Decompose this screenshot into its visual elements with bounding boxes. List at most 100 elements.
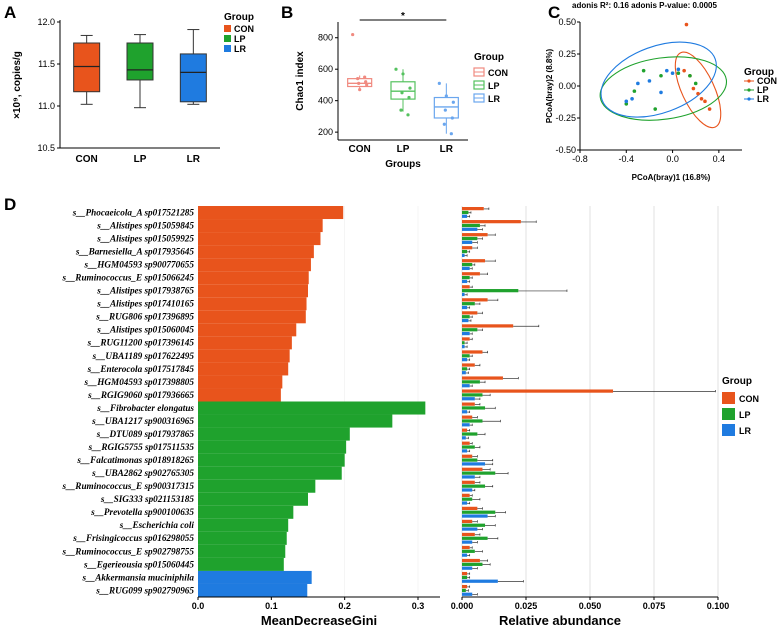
abundance-bar-lp <box>462 523 486 527</box>
point-lr <box>624 99 629 104</box>
legend-label: LP <box>739 410 751 420</box>
data-point <box>363 75 367 79</box>
y-axis-label: ×10⁹, copies/g <box>12 51 23 119</box>
species-label: s__Alistipes sp015059925 <box>96 233 194 243</box>
species-label: s__RUG806 sp017396895 <box>95 312 194 322</box>
species-label: s__Alistipes sp015059845 <box>96 220 194 230</box>
data-point <box>407 95 411 100</box>
abundance-bar-lp <box>462 549 475 553</box>
box-lr <box>433 96 459 119</box>
abundance-bar-lr <box>462 227 478 231</box>
abundance-bar-con <box>462 545 470 550</box>
abundance-bar-con <box>462 337 470 341</box>
legend-label: LR <box>234 44 246 54</box>
legend-dot-con <box>747 79 751 83</box>
abundance-bar-lp <box>462 262 473 267</box>
gini-bar <box>198 466 342 480</box>
abundance-bar-con <box>462 233 488 237</box>
gini-bar <box>198 323 297 337</box>
x-tick-label: -0.8 <box>572 154 588 164</box>
data-point <box>364 80 368 84</box>
y-axis-label: Chao1 index <box>295 51 306 111</box>
abundance-bar-lr <box>462 592 473 596</box>
gini-bar <box>198 505 294 519</box>
box-lp <box>126 42 154 81</box>
gini-bar <box>198 583 308 597</box>
x-tick-label: 0.0 <box>192 601 205 611</box>
abundance-bar-lp <box>462 236 478 241</box>
species-label: s__RUG099 sp902790965 <box>95 585 194 595</box>
abundance-bar-lr <box>462 501 468 505</box>
species-label: s__SIG333 sp021153185 <box>100 494 195 504</box>
legend-label: CON <box>234 24 254 34</box>
abundance-bar-lr <box>462 214 468 218</box>
panel-letter-d: D <box>4 195 16 214</box>
abundance-bar-lr <box>462 345 465 349</box>
abundance-bar-con <box>462 571 468 576</box>
abundance-bar-lp <box>462 575 468 579</box>
abundance-bar-lp <box>462 432 478 436</box>
y-axis-label: PCoA(bray)2 (8.8%) <box>545 49 554 124</box>
legend-swatch-lr <box>722 424 735 436</box>
abundance-bar-lr <box>462 527 478 531</box>
y-tick-label: 0.50 <box>558 17 576 27</box>
data-point <box>358 88 362 92</box>
legend-title: Group <box>474 52 504 63</box>
abundance-bar-con <box>462 389 614 393</box>
box-con <box>73 42 101 93</box>
y-tick-label: 0.25 <box>558 49 576 59</box>
abundance-bar-con <box>462 259 486 263</box>
gini-bar <box>198 531 287 545</box>
point-lr <box>647 79 652 83</box>
gini-bar <box>198 375 283 389</box>
abundance-bar-con <box>462 350 483 354</box>
species-label: s__Fibrobacter elongatus <box>96 403 194 413</box>
species-label: s__Prevotella sp900100635 <box>90 507 194 517</box>
legend-swatch-con <box>224 25 231 32</box>
abundance-bar-lp <box>462 536 488 540</box>
gini-bar <box>198 271 309 285</box>
y-tick-label: 600 <box>318 64 333 74</box>
data-point <box>400 91 404 95</box>
gini-bar <box>198 362 289 376</box>
species-label: s__HGM04593 sp900770655 <box>84 260 195 270</box>
box-lp <box>390 81 416 100</box>
abundance-bar-lr <box>462 540 473 544</box>
x-tick-label: LP <box>397 144 410 155</box>
data-point <box>449 132 453 136</box>
abundance-bar-lp <box>462 393 483 397</box>
abundance-bar-con <box>462 415 473 419</box>
point-lr <box>664 68 669 73</box>
species-label: s__Enterocola sp017517845 <box>87 364 195 374</box>
abundance-bar-lr <box>462 253 465 257</box>
panel-letter-c: C <box>548 3 560 22</box>
legend-dot-lr <box>747 97 751 101</box>
abundance-bar-con <box>462 324 514 328</box>
abundance-bar-lp <box>462 302 475 306</box>
abundance-bar-con <box>462 363 475 367</box>
abundance-bar-lp <box>462 223 480 228</box>
abundance-bar-lp <box>462 510 496 514</box>
legend-swatch-lp <box>722 408 735 420</box>
x-tick-label: 0.025 <box>515 601 538 611</box>
y-tick-label: 400 <box>318 96 333 106</box>
gini-bar <box>198 427 350 441</box>
point-con <box>703 99 707 104</box>
abundance-bar-lp <box>462 588 466 593</box>
legend-swatch-lr <box>224 45 231 52</box>
point-lr <box>670 71 675 75</box>
y-tick-label: 200 <box>318 127 333 137</box>
gini-bar <box>198 310 306 324</box>
x-axis-label: Groups <box>385 159 421 170</box>
x-axis-label: PCoA(bray)1 (16.8%) <box>632 173 711 182</box>
abundance-bar-lr <box>462 566 473 570</box>
abundance-bar-con <box>462 272 480 276</box>
abundance-bar-lr <box>462 240 473 244</box>
data-point <box>443 108 447 112</box>
gini-bar <box>198 388 281 402</box>
point-lr <box>676 67 681 72</box>
species-label: s__HGM04593 sp017398805 <box>84 377 195 387</box>
point-lr <box>636 81 640 86</box>
y-tick-label: -0.25 <box>555 113 576 123</box>
